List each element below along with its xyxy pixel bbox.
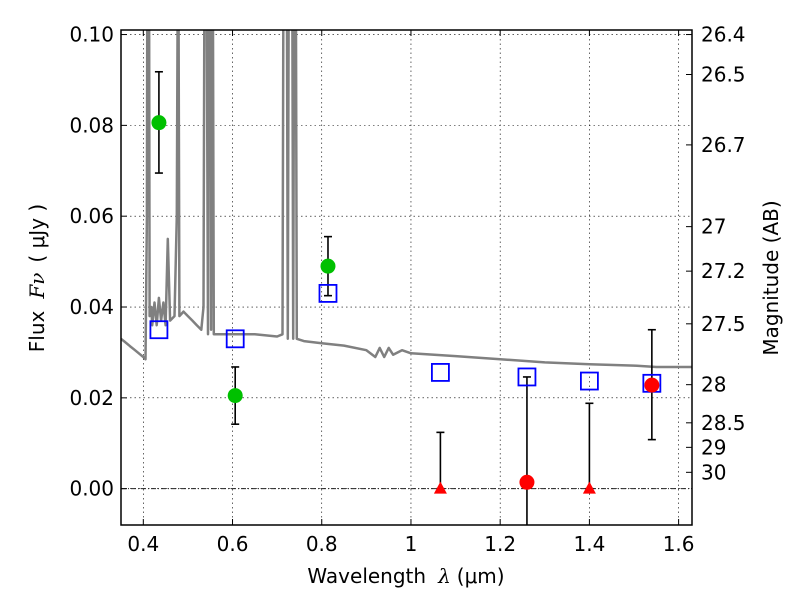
spectrum-layer — [121, 30, 692, 369]
y2-tick-label: 27 — [701, 215, 726, 239]
model-photometry-square — [517, 367, 537, 387]
model-spectrum-line — [121, 30, 692, 369]
y2-tick-label: 30 — [701, 460, 726, 484]
y2-tick-label: 28 — [701, 373, 726, 397]
y2-tick-label: 26.4 — [701, 23, 746, 47]
x-axis-label: Wavelength λ (μm) — [307, 564, 504, 588]
marker-layer — [149, 115, 662, 494]
y-axis-label-symbol: Fν — [25, 273, 49, 300]
y-axis-label: Flux Fν ( μJy ) — [25, 204, 49, 352]
y-tick-label: 0.04 — [69, 295, 114, 319]
x-tick-label: 0.4 — [127, 532, 159, 556]
y-tick-label: 0.02 — [69, 386, 114, 410]
y-tick-label: 0.00 — [69, 477, 114, 501]
model-photometry-square — [579, 371, 599, 391]
errorbar-layer — [154, 70, 656, 525]
y2-tick-label: 28.5 — [701, 411, 746, 435]
model-photometry-square — [225, 329, 245, 349]
upper-limit-triangle — [433, 481, 447, 494]
y2-tick-label: 27.2 — [701, 259, 746, 283]
tick-layer — [121, 30, 692, 525]
grid — [121, 30, 692, 525]
x-tick-label: 0.6 — [217, 532, 249, 556]
y2-tick-label: 27.5 — [701, 312, 746, 336]
tick-label-layer: 0.4 0.6 0.8 1 1.2 1.4 1.6 0.00 0.02 0.04 0.06 0.08 0… — [69, 23, 745, 556]
x-tick-label: 1.6 — [663, 532, 695, 556]
x-axis-label-unit: (μm) — [457, 564, 505, 588]
y2-tick-label: 26.5 — [701, 63, 746, 87]
x-tick-label: 1.2 — [484, 532, 516, 556]
y-tick-label: 0.08 — [69, 113, 114, 137]
y2-tick-label: 26.7 — [701, 133, 746, 157]
x-axis-label-prefix: Wavelength — [307, 564, 426, 588]
y2-axis-label: Magnitude (AB) — [759, 200, 783, 355]
x-axis-label-symbol: λ — [437, 564, 451, 588]
detection-point — [151, 115, 167, 131]
upper-limit-triangle — [582, 481, 596, 494]
y-tick-label: 0.06 — [69, 204, 114, 228]
detection-point — [227, 388, 243, 404]
y-axis-label-unit: ( μJy ) — [25, 204, 49, 263]
x-tick-label: 1.4 — [573, 532, 605, 556]
x-tick-label: 1 — [405, 532, 418, 556]
y-tick-label: 0.10 — [69, 23, 114, 47]
model-photometry-square — [149, 320, 169, 340]
plot-frame — [120, 29, 693, 526]
x-tick-label: 0.8 — [306, 532, 338, 556]
model-photometry-square — [431, 363, 450, 382]
ir-flux-point — [519, 474, 535, 490]
y-axis-label-prefix: Flux — [25, 310, 49, 352]
detection-point — [320, 258, 336, 274]
y2-tick-label: 29 — [701, 435, 726, 459]
ir-flux-point — [644, 377, 660, 393]
model-photometry-square — [318, 283, 338, 303]
